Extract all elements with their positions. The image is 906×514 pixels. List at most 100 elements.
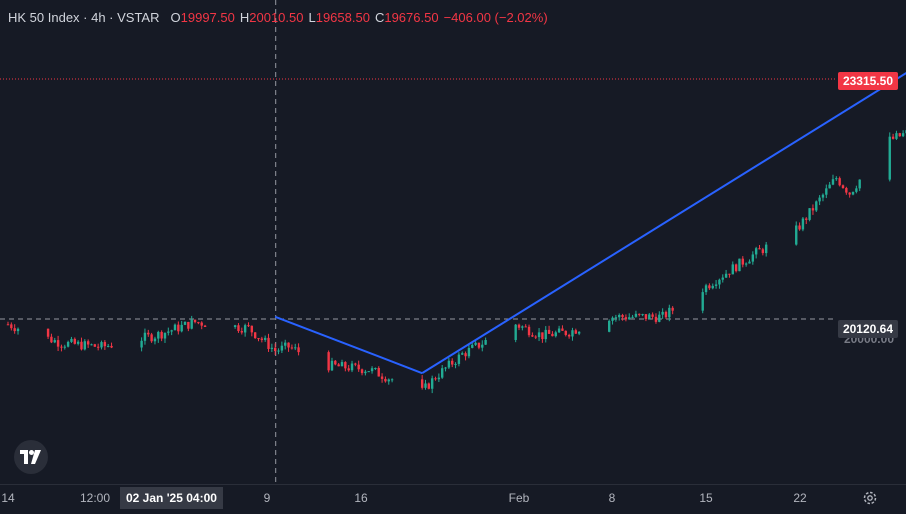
time-tick: Feb — [508, 491, 530, 505]
candle-body — [274, 347, 277, 352]
candle-body — [53, 340, 56, 343]
candle-body — [557, 328, 561, 333]
candle-body — [825, 188, 828, 195]
trendline-1[interactable] — [274, 315, 423, 375]
candle-body — [177, 324, 180, 332]
candle-body — [253, 332, 257, 339]
candle-body — [531, 335, 534, 337]
candle-body — [704, 285, 708, 293]
candle-body — [370, 368, 374, 372]
candle-body — [851, 191, 855, 195]
candle-body — [437, 377, 441, 380]
candle-body — [621, 314, 624, 318]
candle-body — [731, 264, 734, 275]
candle-body — [571, 330, 574, 337]
candle-body — [183, 321, 187, 325]
time-axis[interactable]: 14 12:00 9 16 Feb 8 15 22 02 Jan '25 04:… — [0, 484, 906, 514]
candle-body — [541, 332, 544, 340]
candle-body — [474, 342, 477, 345]
candle-body — [808, 208, 811, 220]
candle-body — [537, 332, 541, 338]
candle-body — [738, 258, 741, 272]
candle-body — [848, 192, 851, 195]
candle-body — [70, 338, 73, 342]
candle-body — [360, 369, 364, 374]
candle-body — [708, 285, 711, 289]
candle-body — [454, 363, 457, 365]
candle-body — [237, 325, 240, 332]
candle-body — [891, 136, 895, 139]
symbol-title[interactable]: HK 50 Index · 4h · VSTAR — [8, 10, 160, 25]
gear-icon[interactable] — [862, 490, 878, 506]
candle-body — [427, 383, 431, 389]
candle-body — [831, 179, 835, 185]
candle-body — [838, 178, 841, 186]
candle-body — [577, 331, 581, 334]
candle-body — [250, 325, 254, 333]
candle-body — [464, 353, 467, 357]
candle-body — [728, 273, 731, 275]
low-value: 19658.50 — [315, 10, 370, 25]
trendline-2[interactable] — [421, 50, 906, 374]
high-value: 20010.50 — [249, 10, 304, 25]
candle-body — [798, 225, 801, 230]
candle-body — [457, 354, 461, 364]
candles-layer — [6, 126, 906, 394]
candle-body — [163, 332, 167, 339]
last-price-tag: 23315.50 — [837, 72, 898, 90]
crosshair-price-tag: 20120.64 — [837, 320, 898, 338]
candle-body — [80, 341, 83, 350]
low-label: L — [308, 10, 316, 25]
time-tick: 14 — [1, 491, 15, 505]
candle-body — [858, 179, 861, 189]
time-tick: 22 — [793, 491, 807, 505]
candle-body — [364, 371, 367, 374]
candle-body — [668, 307, 671, 318]
candle-body — [644, 314, 648, 320]
candle-body — [484, 340, 487, 345]
candle-body — [160, 331, 163, 339]
candle-body — [821, 194, 825, 198]
candle-body — [888, 136, 891, 180]
candle-body — [634, 313, 638, 317]
candle-body — [514, 324, 517, 341]
candle-body — [614, 317, 618, 319]
candle-body — [384, 378, 387, 382]
candle-body — [263, 337, 267, 340]
candle-body — [524, 326, 527, 328]
candle-body — [628, 317, 631, 320]
candle-body — [554, 332, 557, 337]
candle-body — [76, 341, 80, 344]
candle-body — [330, 360, 334, 371]
candle-body — [624, 317, 628, 320]
candle-body — [380, 376, 384, 379]
candle-body — [327, 352, 330, 371]
candle-body — [297, 347, 300, 353]
candle-body — [805, 218, 808, 220]
candle-body — [718, 279, 721, 285]
candle-body — [287, 342, 290, 348]
time-tick: 8 — [608, 491, 616, 505]
candle-body — [280, 345, 284, 351]
candle-body — [10, 324, 13, 329]
tradingview-logo-icon[interactable] — [14, 440, 48, 474]
candle-body — [471, 344, 474, 348]
candle-body — [284, 342, 287, 346]
close-value: 19676.50 — [384, 10, 439, 25]
trendlines-layer[interactable] — [274, 50, 906, 375]
candle-body — [257, 338, 260, 340]
candle-body — [551, 333, 554, 337]
candle-body — [641, 314, 644, 316]
candle-body — [96, 346, 100, 348]
candle-body — [243, 325, 247, 333]
change-value: −406.00 (−2.02%) — [443, 10, 548, 25]
candle-body — [153, 338, 157, 342]
candle-body — [741, 258, 744, 265]
candle-body — [547, 329, 551, 334]
time-tick: 15 — [699, 491, 713, 505]
candle-body — [233, 325, 237, 328]
candle-body — [157, 331, 160, 339]
candle-body — [734, 264, 738, 272]
candle-body — [90, 344, 93, 346]
